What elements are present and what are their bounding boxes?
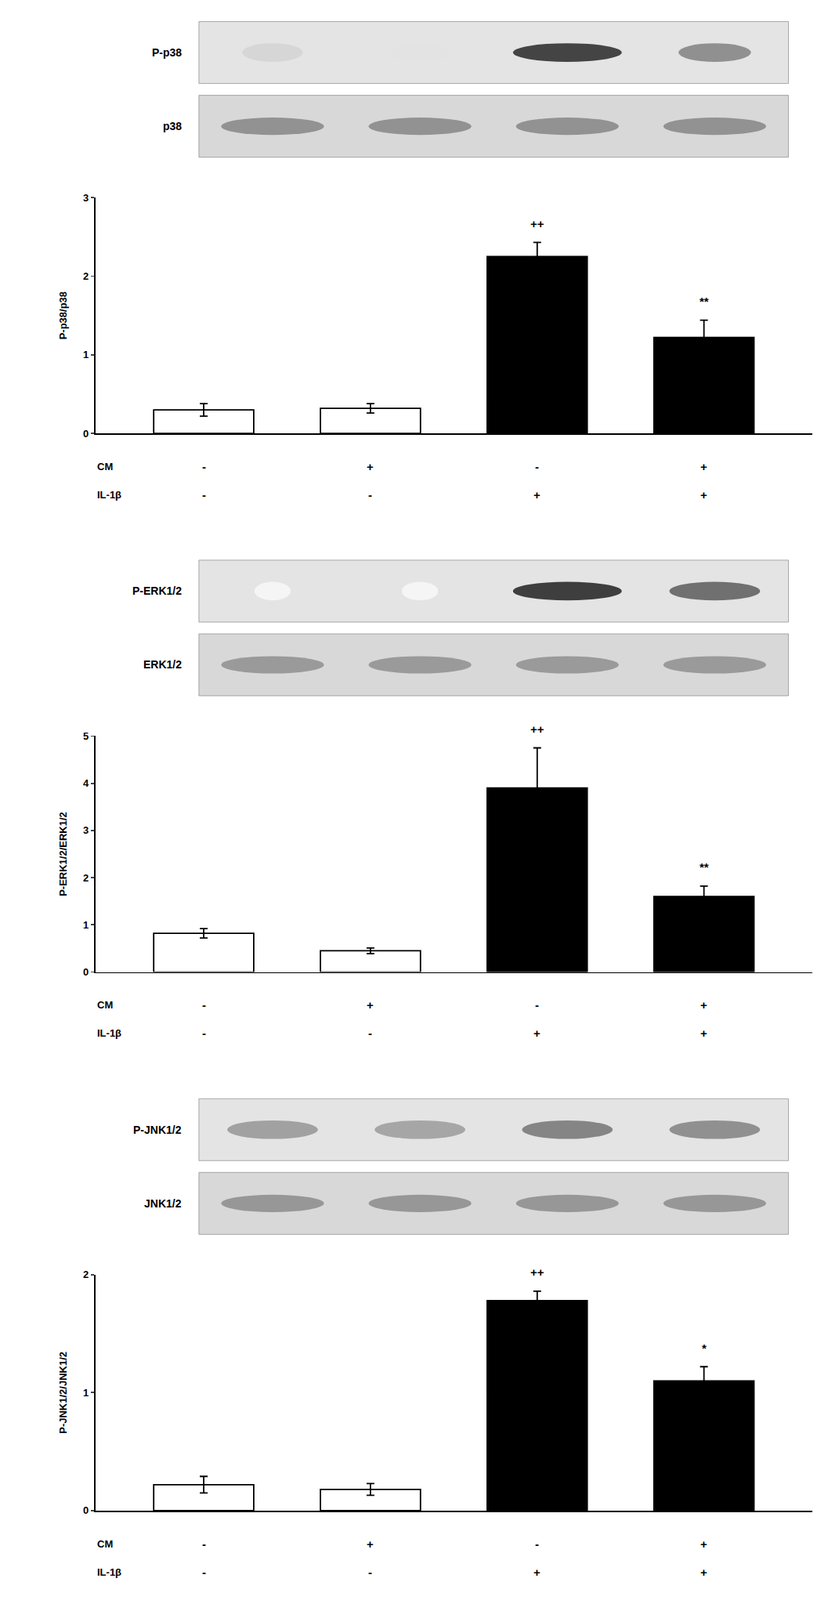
svg-text:-: -	[202, 488, 207, 502]
svg-text:3: 3	[83, 191, 89, 204]
svg-text:**: **	[699, 860, 709, 874]
svg-text:P-JNK1/2/JNK1/2: P-JNK1/2/JNK1/2	[57, 1351, 69, 1434]
svg-text:P-JNK1/2: P-JNK1/2	[133, 1123, 182, 1136]
svg-text:-: -	[202, 997, 207, 1012]
svg-text:CM: CM	[97, 998, 113, 1011]
svg-text:2: 2	[83, 871, 89, 884]
svg-text:+: +	[700, 488, 708, 502]
svg-text:-: -	[202, 1026, 207, 1040]
svg-text:-: -	[202, 459, 207, 474]
svg-text:+: +	[700, 1026, 708, 1040]
svg-text:+: +	[700, 997, 708, 1012]
svg-text:-: -	[535, 459, 539, 474]
svg-text:+: +	[366, 1536, 374, 1551]
svg-text:-: -	[368, 1565, 373, 1579]
svg-text:+: +	[533, 1026, 541, 1040]
svg-text:IL-1β: IL-1β	[97, 1565, 122, 1578]
svg-text:++: ++	[530, 1265, 545, 1279]
svg-text:1: 1	[83, 918, 89, 931]
svg-text:IL-1β: IL-1β	[97, 1026, 122, 1039]
svg-text:-: -	[368, 488, 373, 502]
svg-text:+: +	[533, 488, 541, 502]
svg-text:JNK1/2: JNK1/2	[144, 1196, 182, 1210]
svg-text:CM: CM	[97, 1537, 113, 1550]
svg-text:-: -	[535, 1536, 539, 1551]
svg-text:**: **	[699, 294, 709, 308]
svg-text:-: -	[535, 997, 539, 1012]
svg-text:0: 0	[83, 965, 89, 978]
svg-text:P-ERK1/2/ERK1/2: P-ERK1/2/ERK1/2	[57, 811, 69, 897]
svg-text:0: 0	[83, 1504, 89, 1516]
svg-text:P-p38: P-p38	[151, 46, 182, 59]
svg-text:-: -	[368, 1026, 373, 1040]
svg-text:*: *	[701, 1341, 707, 1355]
svg-text:5: 5	[83, 730, 89, 742]
svg-text:p38: p38	[162, 119, 182, 133]
svg-text:P-ERK1/2: P-ERK1/2	[132, 584, 182, 597]
svg-text:2: 2	[83, 270, 89, 283]
svg-text:+: +	[533, 1565, 541, 1579]
svg-text:++: ++	[530, 722, 545, 736]
svg-text:+: +	[366, 997, 374, 1012]
svg-text:-: -	[202, 1536, 207, 1551]
svg-text:+: +	[700, 1565, 708, 1579]
svg-text:+: +	[700, 459, 708, 474]
svg-text:CM: CM	[97, 460, 113, 473]
svg-text:ERK1/2: ERK1/2	[143, 658, 182, 671]
svg-text:P-p38/p38: P-p38/p38	[57, 291, 69, 340]
svg-text:1: 1	[83, 348, 89, 361]
svg-text:+: +	[366, 459, 374, 474]
svg-text:++: ++	[530, 216, 545, 231]
svg-text:+: +	[700, 1536, 708, 1551]
svg-text:0: 0	[83, 427, 89, 440]
svg-text:4: 4	[83, 777, 90, 789]
svg-text:1: 1	[83, 1386, 89, 1399]
svg-text:IL-1β: IL-1β	[97, 488, 122, 501]
svg-text:-: -	[202, 1565, 207, 1579]
svg-text:2: 2	[83, 1268, 89, 1280]
svg-text:3: 3	[83, 824, 89, 836]
